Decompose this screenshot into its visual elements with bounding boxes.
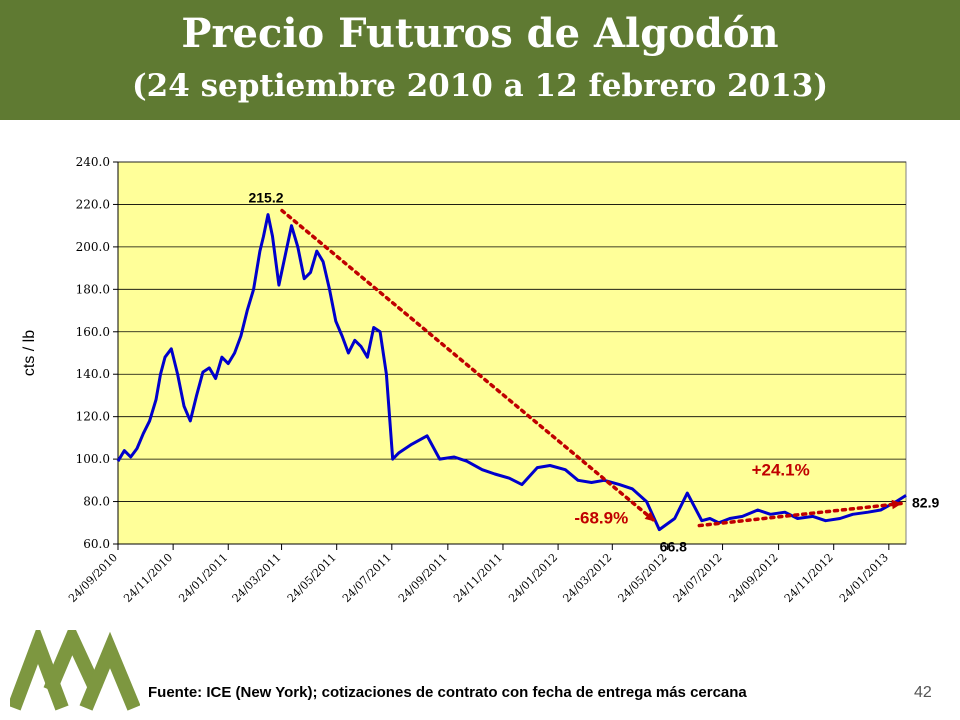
plot-area xyxy=(117,161,907,545)
decline-arrow-line xyxy=(280,208,658,524)
x-tick-label: 24/05/2011 xyxy=(285,551,339,605)
peak-value-label: 215.2 xyxy=(248,190,283,206)
x-tick-label: 24/11/2010 xyxy=(121,551,175,605)
y-tick-label: 220.0 xyxy=(76,197,110,211)
x-tick-label: 24/09/2011 xyxy=(396,551,450,605)
x-tick-label: 24/01/2011 xyxy=(176,551,230,605)
low-value-label: 66.8 xyxy=(660,539,687,555)
slide-header: Precio Futuros de Algodón (24 septiembre… xyxy=(0,0,960,120)
y-tick-label: 200.0 xyxy=(76,240,110,254)
y-tick-label: 180.0 xyxy=(76,282,110,296)
cotton-futures-chart: 60.0 80.0 100.0 120.0 140.0 160.0 180.0 200.0 22… xyxy=(21,155,939,605)
x-tick-label: 24/09/2012 xyxy=(727,551,781,605)
y-tick-label: 100.0 xyxy=(76,452,110,466)
page-number: 42 xyxy=(914,684,932,701)
y-tick-label: 60.0 xyxy=(83,537,110,551)
x-tick-label: 24/09/2010 xyxy=(66,551,120,605)
y-tick-label: 240.0 xyxy=(76,155,110,169)
recovery-arrow-line xyxy=(697,501,904,528)
x-tick-label: 24/03/2012 xyxy=(560,551,614,605)
last-value-label: 82.9 xyxy=(912,494,939,510)
x-tick-label: 24/03/2011 xyxy=(230,551,284,605)
recovery-pct-label: +24.1% xyxy=(752,460,810,479)
y-tick-label: 160.0 xyxy=(76,325,110,339)
y-tick-label: 80.0 xyxy=(83,495,110,509)
x-tick-label: 24/01/2012 xyxy=(506,551,560,605)
y-axis-label: cts / lb xyxy=(21,330,38,376)
x-tick-label: 24/07/2012 xyxy=(671,551,725,605)
decline-arrow-head xyxy=(644,511,656,522)
decline-pct-label: -68.9% xyxy=(574,509,628,528)
x-tick-label: 24/01/2013 xyxy=(837,551,891,605)
x-tick-label: 24/11/2012 xyxy=(782,551,836,605)
x-tick-label: 24/07/2011 xyxy=(340,551,394,605)
source-note: Fuente: ICE (New York); cotizaciones de … xyxy=(148,684,747,701)
x-tick-label: 24/05/2012 xyxy=(616,551,670,605)
slide-title: Precio Futuros de Algodón xyxy=(181,10,779,57)
slide-subtitle: (24 septiembre 2010 a 12 febrero 2013) xyxy=(131,68,829,104)
recovery-arrow-head xyxy=(891,499,902,510)
x-tick-label: 24/11/2011 xyxy=(451,551,505,605)
y-tick-label: 140.0 xyxy=(76,367,110,381)
y-tick-label: 120.0 xyxy=(76,410,110,424)
logo-icon xyxy=(10,630,140,711)
